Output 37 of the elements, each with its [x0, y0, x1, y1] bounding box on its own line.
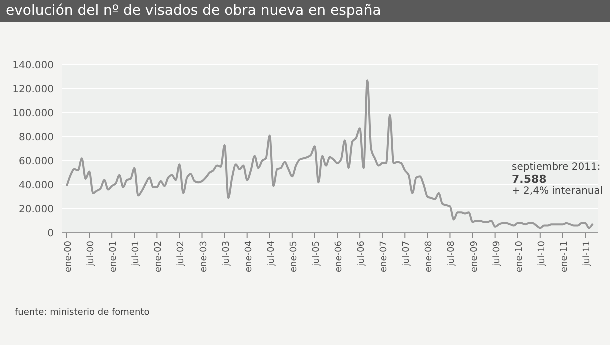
y-tick-label: 140.000: [12, 60, 54, 72]
x-tick-label: jul-02: [176, 241, 187, 268]
x-tick-label: jul-06: [357, 240, 368, 268]
y-tick-label: 100.000: [12, 108, 54, 120]
x-tick-label: jul-09: [492, 240, 502, 268]
x-tick-label: ene-07: [380, 241, 390, 272]
annotation: 7.588: [512, 173, 548, 186]
x-tick-label: ene-11: [560, 241, 570, 272]
x-tick-label: jul-00: [86, 240, 97, 268]
x-tick-label: jul-03: [222, 241, 232, 268]
x-tick-label: jul-10: [537, 240, 548, 268]
annotation: septiembre 2011:: [512, 162, 602, 174]
x-tick-label: jul-01: [132, 241, 142, 268]
y-tick-label: 0: [48, 228, 54, 240]
x-tick-label: jul-04: [266, 240, 277, 268]
annotation: + 2,4% interanual: [512, 186, 604, 198]
y-tick-label: 80.000: [19, 132, 54, 144]
x-tick-label: jul-07: [402, 241, 412, 268]
x-tick-label: ene-10: [514, 240, 525, 272]
y-tick-label: 40.000: [19, 180, 54, 192]
x-tick-label: ene-04: [244, 240, 254, 272]
chart-title: evolución del nº de visados de obra nueva en españa: [0, 0, 610, 22]
x-tick-label: ene-08: [424, 240, 435, 272]
x-tick-label: ene-09: [470, 240, 480, 272]
x-tick-label: ene-06: [334, 240, 345, 272]
x-tick-label: ene-00: [64, 240, 74, 272]
x-tick-label: ene-02: [154, 241, 164, 272]
x-tick-label: ene-03: [199, 241, 210, 272]
x-tick-label: jul-11: [582, 241, 592, 268]
x-tick-label: jul-05: [312, 241, 322, 268]
x-tick-label: jul-08: [447, 240, 458, 268]
x-tick-label: ene-01: [109, 241, 120, 272]
y-tick-label: 20.000: [19, 204, 54, 216]
source-note: fuente: ministerio de fomento: [15, 308, 150, 318]
x-tick-label: ene-05: [289, 241, 300, 272]
y-tick-label: 120.000: [12, 84, 54, 96]
y-tick-label: 60.000: [19, 156, 54, 168]
